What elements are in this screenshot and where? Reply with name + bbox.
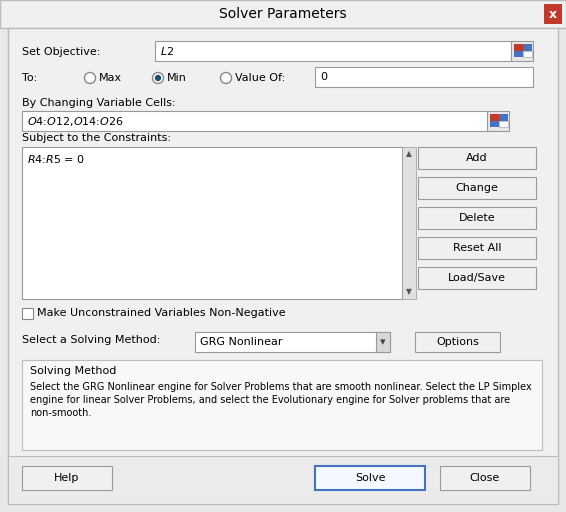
Bar — [440, 466, 530, 490]
Text: Value Of:: Value Of: — [235, 73, 285, 83]
Bar — [155, 41, 511, 61]
Circle shape — [152, 73, 164, 83]
Text: Solving Method: Solving Method — [30, 366, 117, 376]
Text: $R$4:$R$5 = 0: $R$4:$R$5 = 0 — [27, 153, 85, 165]
Bar — [544, 4, 562, 24]
Bar — [499, 114, 508, 121]
Text: 0: 0 — [320, 72, 327, 82]
Text: Select the GRG Nonlinear engine for Solver Problems that are smooth nonlinear. S: Select the GRG Nonlinear engine for Solv… — [30, 382, 531, 392]
Text: ▲: ▲ — [406, 150, 412, 159]
Bar — [418, 237, 536, 259]
Text: engine for linear Solver Problems, and select the Evolutionary engine for Solver: engine for linear Solver Problems, and s… — [30, 395, 510, 405]
Bar — [315, 67, 533, 87]
Text: Help: Help — [54, 473, 80, 483]
Bar — [376, 332, 390, 352]
Text: ▼: ▼ — [406, 288, 412, 296]
Bar — [499, 121, 508, 127]
Text: ▾: ▾ — [380, 337, 386, 347]
Text: Load/Save: Load/Save — [448, 273, 506, 283]
Bar — [418, 207, 536, 229]
Bar — [415, 332, 500, 352]
Bar — [418, 177, 536, 199]
Bar — [523, 51, 532, 57]
Bar — [22, 466, 112, 490]
Text: Close: Close — [470, 473, 500, 483]
Text: Delete: Delete — [458, 213, 495, 223]
Bar — [22, 360, 542, 450]
Bar — [22, 111, 487, 131]
Bar — [514, 51, 523, 57]
Text: $O$4:$O$12,$O$14:$O$26: $O$4:$O$12,$O$14:$O$26 — [27, 115, 124, 127]
Bar — [315, 466, 425, 490]
Text: By Changing Variable Cells:: By Changing Variable Cells: — [22, 98, 175, 108]
Circle shape — [155, 75, 161, 81]
Text: Add: Add — [466, 153, 488, 163]
Text: $L$2: $L$2 — [160, 45, 174, 57]
Bar — [195, 332, 390, 352]
Text: Make Unconstrained Variables Non-Negative: Make Unconstrained Variables Non-Negativ… — [37, 309, 286, 318]
Bar — [490, 114, 499, 121]
Text: Change: Change — [456, 183, 499, 193]
Bar — [22, 147, 402, 299]
Text: Solver Parameters: Solver Parameters — [219, 7, 347, 21]
Text: Reset All: Reset All — [453, 243, 501, 253]
Text: Subject to the Constraints:: Subject to the Constraints: — [22, 133, 171, 143]
Bar — [418, 147, 536, 169]
Text: Max: Max — [99, 73, 122, 83]
Text: Set Objective:: Set Objective: — [22, 47, 100, 57]
Bar — [514, 44, 523, 51]
Text: To:: To: — [22, 73, 37, 83]
Bar — [0, 0, 566, 28]
Text: Solve: Solve — [355, 473, 385, 483]
Bar — [22, 308, 33, 319]
Text: Options: Options — [436, 337, 479, 347]
Circle shape — [221, 73, 231, 83]
Circle shape — [84, 73, 96, 83]
Bar — [487, 111, 509, 131]
Text: Min: Min — [167, 73, 187, 83]
Text: Select a Solving Method:: Select a Solving Method: — [22, 335, 160, 345]
Bar — [8, 456, 558, 504]
Text: GRG Nonlinear: GRG Nonlinear — [200, 337, 282, 347]
Bar — [402, 147, 416, 299]
Bar — [418, 267, 536, 289]
Text: non-smooth.: non-smooth. — [30, 408, 91, 418]
Text: x: x — [549, 8, 557, 20]
Bar — [490, 121, 499, 127]
Bar — [511, 41, 533, 61]
Bar — [523, 44, 532, 51]
